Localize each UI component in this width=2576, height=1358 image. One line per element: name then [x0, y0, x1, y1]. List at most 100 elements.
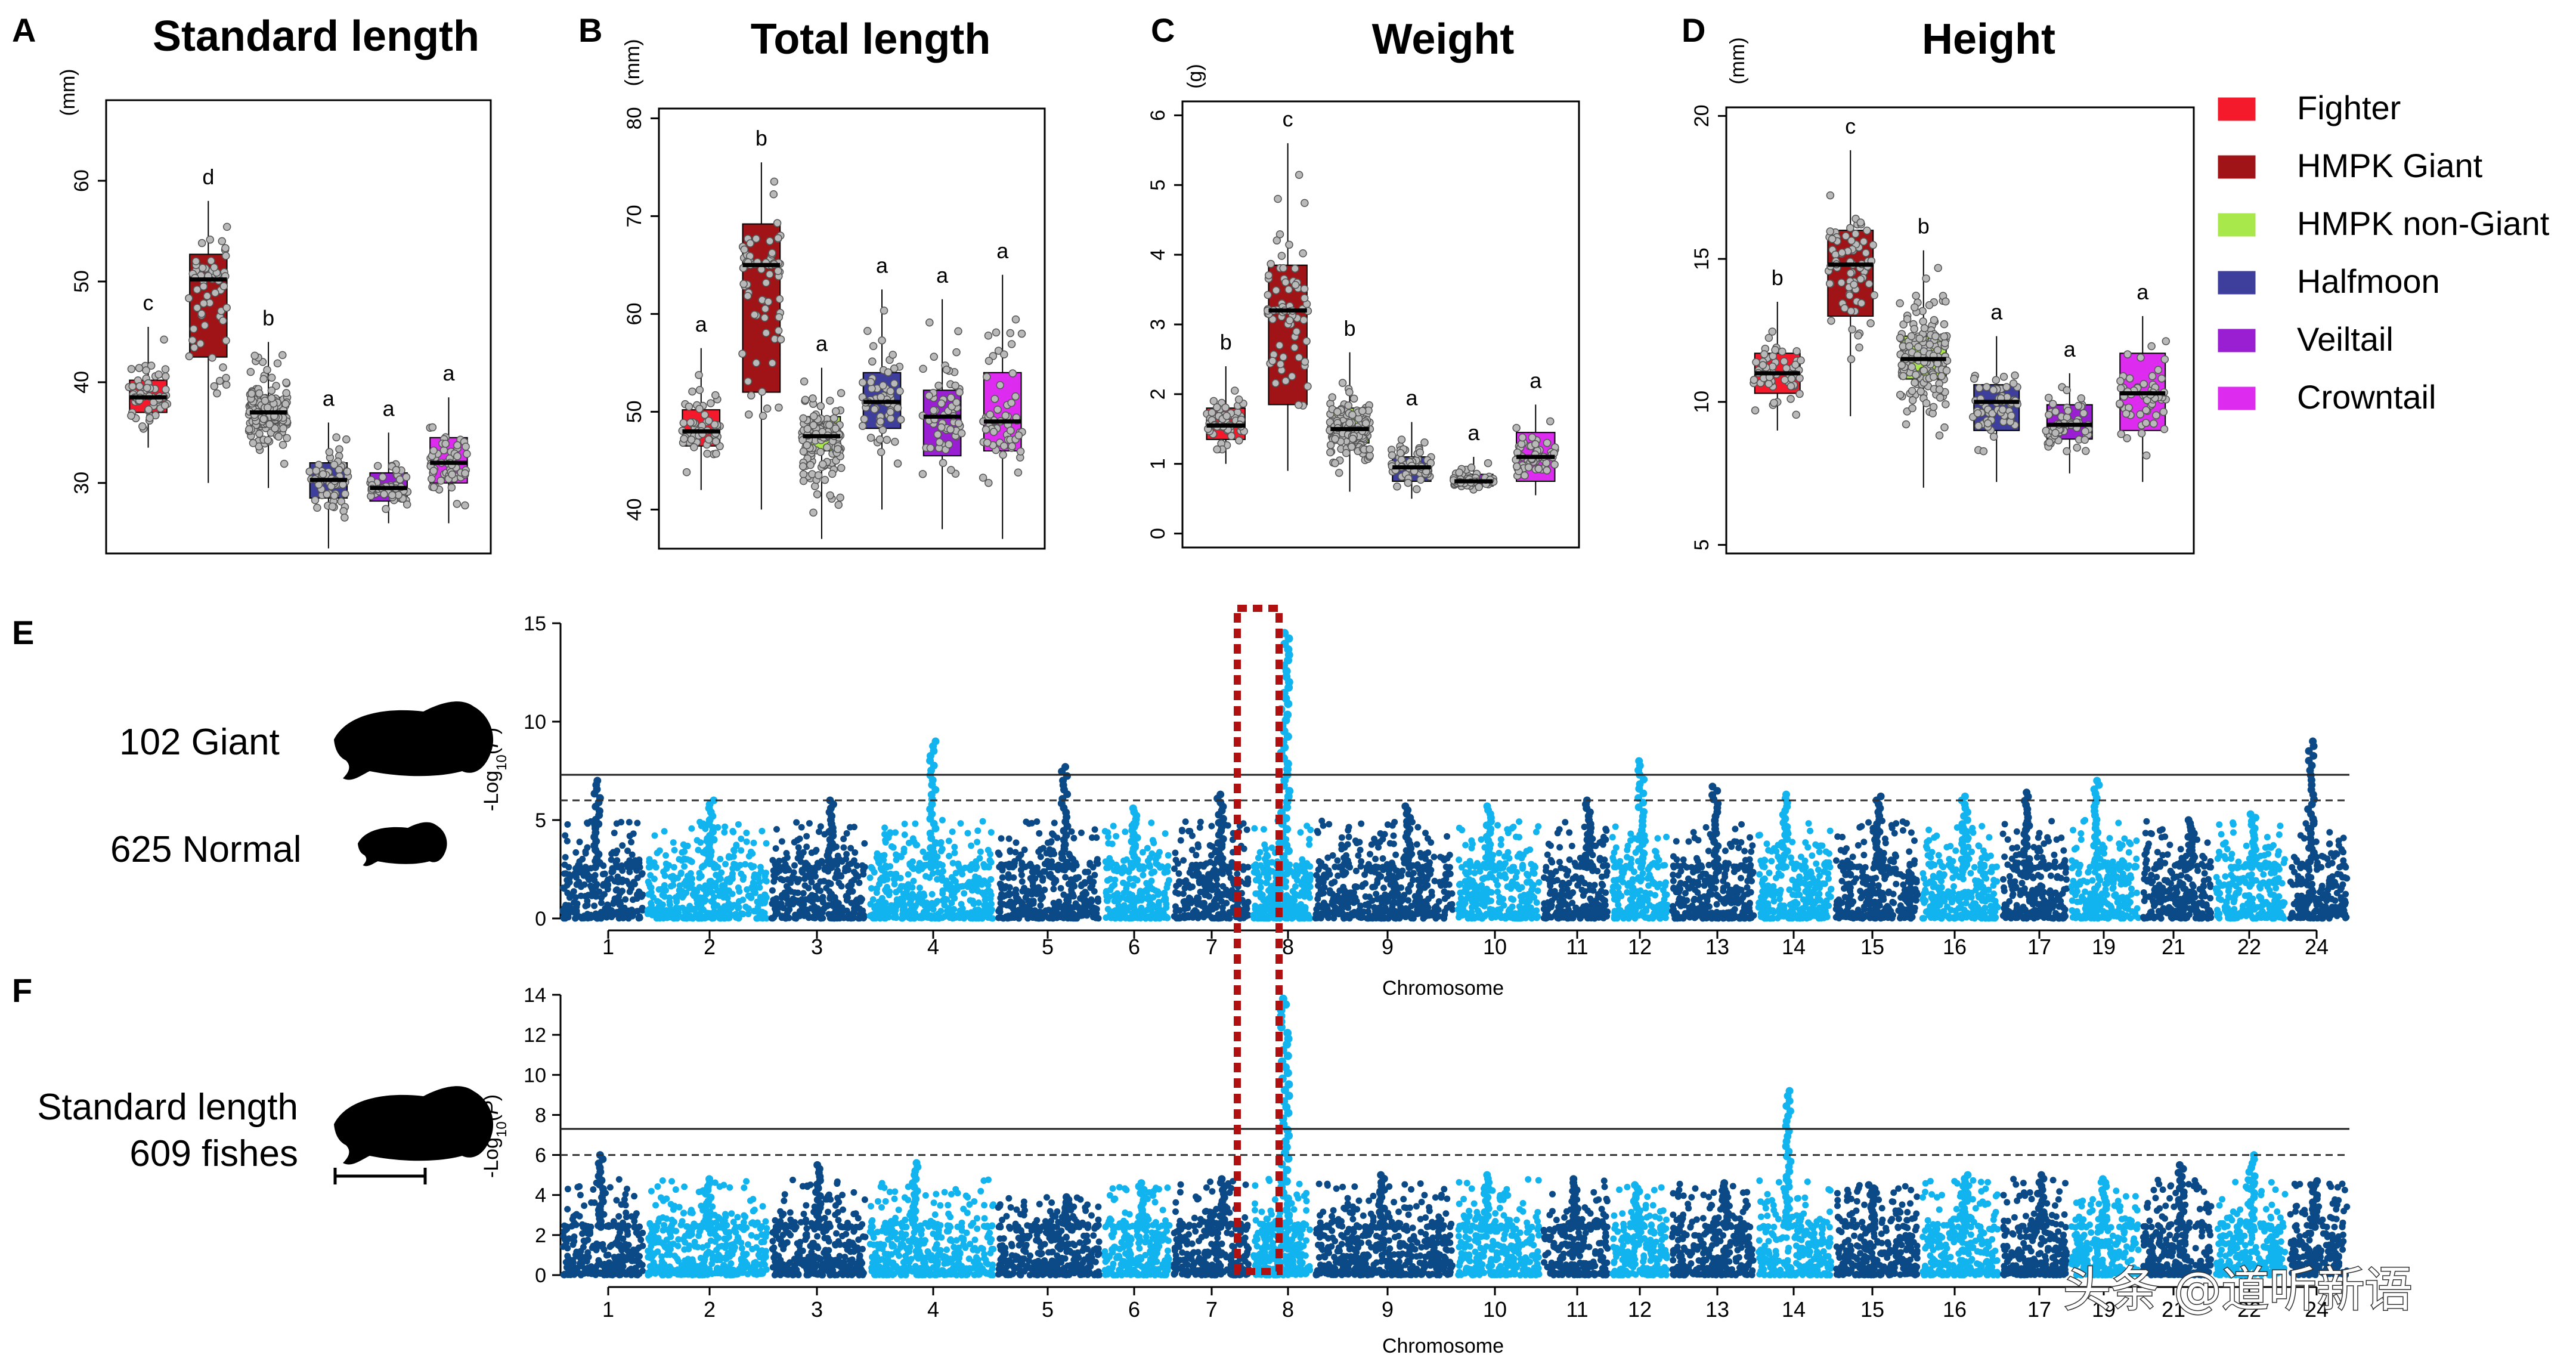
data-point — [834, 445, 842, 453]
snp-point — [1257, 884, 1264, 891]
data-point — [1837, 279, 1846, 287]
data-point — [1752, 358, 1760, 366]
snp-point — [951, 843, 958, 850]
snp-point — [905, 839, 912, 846]
data-point — [2042, 426, 2050, 435]
data-point — [1989, 432, 1998, 441]
snp-point — [805, 884, 812, 892]
data-point — [185, 352, 194, 361]
snp-point — [1176, 907, 1183, 914]
snp-point — [934, 869, 942, 876]
snp-point — [725, 912, 732, 920]
snp-point — [1011, 908, 1018, 915]
data-point — [1420, 438, 1429, 447]
data-point — [877, 393, 885, 401]
data-point — [1531, 440, 1540, 448]
data-point — [1942, 400, 1950, 409]
significance-letter: a — [2064, 337, 2076, 361]
snp-point — [1165, 863, 1172, 870]
data-point — [2122, 409, 2131, 418]
data-point — [325, 448, 334, 456]
data-point — [1919, 366, 1928, 375]
data-point — [1517, 440, 1526, 448]
data-point — [866, 378, 875, 386]
data-point — [330, 491, 339, 500]
snp-point — [812, 892, 819, 899]
data-point — [888, 351, 897, 359]
data-point — [878, 336, 886, 345]
significance-letter: a — [383, 396, 395, 420]
snp-point — [572, 849, 580, 856]
snp-point — [748, 884, 756, 891]
snp-point — [803, 833, 810, 840]
data-point — [1358, 407, 1367, 415]
snp-point — [1306, 841, 1313, 848]
snp-point — [633, 895, 640, 902]
data-point — [2064, 407, 2072, 415]
data-point — [2080, 435, 2089, 444]
data-point — [2051, 429, 2060, 437]
snp-point — [669, 873, 676, 880]
data-point — [1543, 466, 1551, 475]
snp-point — [1037, 853, 1044, 861]
data-point — [937, 399, 946, 408]
significance-letter: c — [143, 290, 154, 315]
snp-point — [1184, 913, 1191, 920]
data-point — [875, 435, 884, 444]
snp-point — [866, 874, 874, 881]
data-point — [765, 270, 774, 279]
data-point — [1989, 386, 1998, 394]
data-point — [1919, 317, 1927, 326]
snp-point — [1208, 822, 1215, 830]
snp-point — [692, 913, 699, 920]
snp-point — [634, 874, 641, 881]
data-point — [2157, 374, 2166, 383]
snp-point — [1138, 904, 1145, 911]
data-point — [2137, 353, 2145, 362]
data-point — [1299, 315, 1308, 324]
snp-point — [772, 861, 779, 868]
significance-letter: b — [1344, 316, 1356, 341]
snp-point — [681, 863, 688, 870]
data-point — [1397, 435, 1406, 444]
y-tick-label: 40 — [70, 371, 93, 394]
snp-point — [1302, 863, 1309, 870]
y-tick-label: 50 — [70, 270, 93, 293]
snp-point — [998, 914, 1005, 921]
data-point — [332, 433, 340, 442]
snp-point — [661, 881, 668, 889]
panel-title: Weight — [1372, 16, 1515, 63]
significance-letter: b — [1772, 265, 1784, 290]
snp-point — [1144, 858, 1151, 865]
data-point — [746, 239, 754, 248]
data-point — [1780, 357, 1788, 366]
y-tick-label: 5 — [535, 809, 546, 832]
snp-point — [1180, 857, 1187, 864]
data-point — [701, 410, 709, 419]
data-point — [1264, 290, 1272, 299]
snp-point — [887, 829, 894, 836]
snp-point — [840, 844, 847, 851]
data-point — [1290, 343, 1299, 352]
snp-point — [732, 861, 739, 868]
data-point — [1301, 199, 1309, 208]
snp-point — [562, 870, 569, 877]
snp-point — [905, 871, 912, 878]
data-point — [1999, 372, 2008, 381]
snp-point — [1137, 914, 1144, 921]
snp-point — [1175, 880, 1182, 887]
snp-point — [1047, 839, 1054, 846]
panel-label: E — [12, 614, 34, 651]
snp-point — [1113, 833, 1120, 840]
data-point — [1512, 423, 1521, 432]
data-point — [1935, 385, 1944, 394]
snp-point — [809, 898, 816, 905]
snp-point — [1294, 871, 1301, 878]
data-point — [162, 385, 170, 394]
data-point — [1281, 377, 1290, 385]
data-point — [896, 387, 904, 395]
data-point — [429, 483, 438, 491]
snp-point — [1110, 822, 1117, 830]
